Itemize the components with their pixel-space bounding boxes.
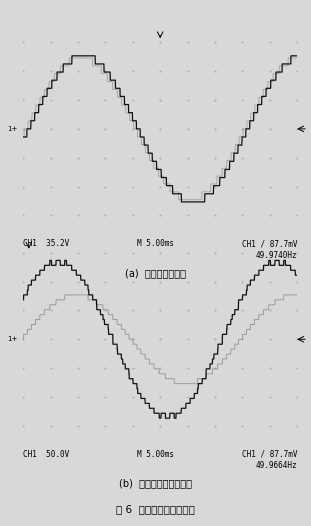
Text: M 5.00ms: M 5.00ms xyxy=(137,239,174,248)
Text: M 5.00ms: M 5.00ms xyxy=(137,450,174,459)
Text: 1+: 1+ xyxy=(7,336,18,342)
Text: CH1  35.2V: CH1 35.2V xyxy=(23,239,70,248)
Text: 1+: 1+ xyxy=(7,126,18,132)
Text: (a)  相电压叠加波形: (a) 相电压叠加波形 xyxy=(125,268,186,278)
Text: (b)  线电压和线电压波形: (b) 线电压和线电压波形 xyxy=(119,479,192,489)
Text: CH1 / 87.7mV: CH1 / 87.7mV xyxy=(242,450,297,459)
Text: 49.9664Hz: 49.9664Hz xyxy=(255,461,297,470)
Text: CH1 / 87.7mV: CH1 / 87.7mV xyxy=(242,239,297,248)
Text: 49.9740Hz: 49.9740Hz xyxy=(255,251,297,260)
Text: CH1  50.0V: CH1 50.0V xyxy=(23,450,70,459)
Text: 图 6  相电压和线电压波形: 图 6 相电压和线电压波形 xyxy=(116,504,195,514)
